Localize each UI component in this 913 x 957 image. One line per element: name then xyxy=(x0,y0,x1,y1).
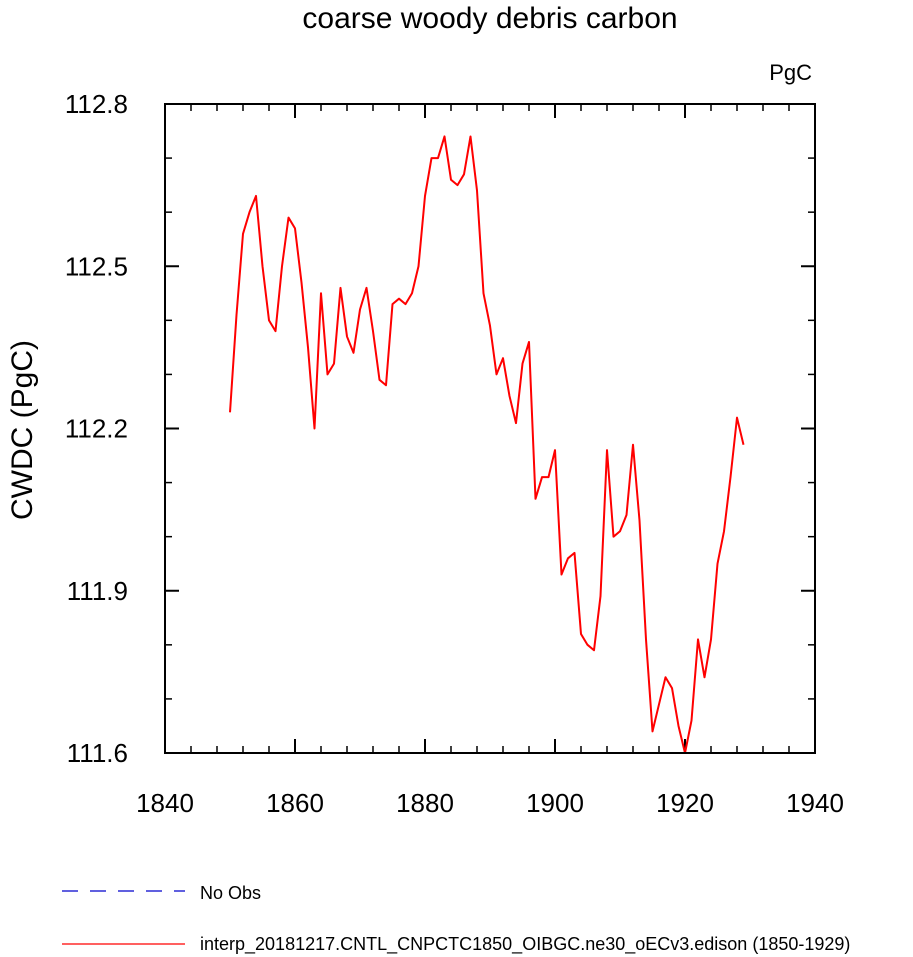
series-line-1 xyxy=(229,135,745,754)
legend: No Obs interp_20181217.CNTL_CNPCTC1850_O… xyxy=(62,883,850,955)
y-tick-label: 112.8 xyxy=(65,89,128,119)
x-axis-ticks: 1840 1860 1880 1900 1920 1940 xyxy=(136,104,844,818)
x-tick-label: 1840 xyxy=(136,788,194,818)
series-layer xyxy=(229,135,745,754)
plot-frame xyxy=(164,103,816,754)
y-minor-ticks xyxy=(165,157,815,700)
x-tick-label: 1900 xyxy=(526,788,584,818)
chart-title: coarse woody debris carbon xyxy=(302,2,677,35)
legend-label-no-obs: No Obs xyxy=(200,883,261,903)
y-axis-ticks: 111.6 111.9 112.2 112.5 112.8 xyxy=(65,89,815,768)
y-tick-label: 111.6 xyxy=(67,738,128,768)
x-tick-label: 1920 xyxy=(656,788,714,818)
y-tick-label: 112.5 xyxy=(65,251,128,281)
x-tick-label: 1940 xyxy=(786,788,844,818)
x-tick-label: 1880 xyxy=(396,788,454,818)
y-tick-label: 111.9 xyxy=(67,576,128,606)
y-tick-label: 112.2 xyxy=(65,414,128,444)
y-axis-label: CWDC (PgC) xyxy=(6,340,39,520)
legend-label-model: interp_20181217.CNTL_CNPCTC1850_OIBGC.ne… xyxy=(200,934,850,955)
units-label: PgC xyxy=(769,60,812,85)
x-minor-ticks xyxy=(190,104,790,753)
x-tick-label: 1860 xyxy=(266,788,324,818)
